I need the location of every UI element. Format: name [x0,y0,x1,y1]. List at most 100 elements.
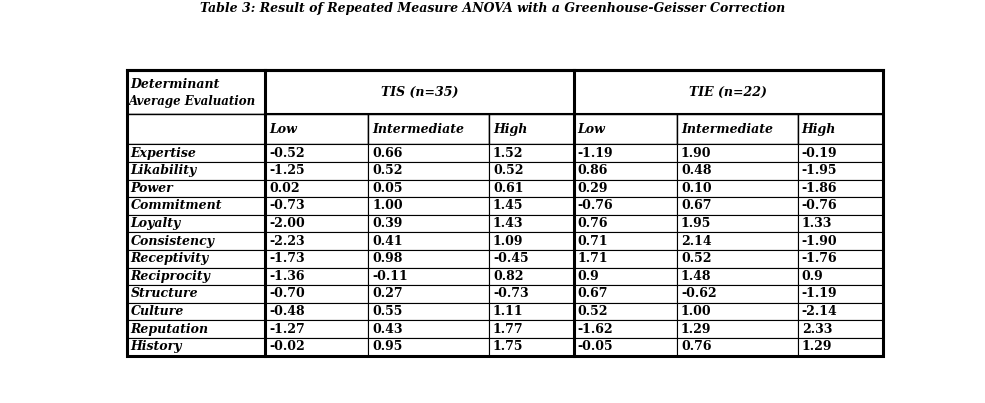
Bar [368,303,490,320]
Bar [677,338,798,355]
Text: 0.52: 0.52 [372,164,403,177]
Text: 1.75: 1.75 [492,340,523,353]
Text: 0.9: 0.9 [578,270,600,283]
Bar [798,250,883,268]
Text: Culture: Culture [131,305,184,318]
Bar [677,144,798,162]
Bar [677,162,798,179]
Text: 0.76: 0.76 [681,340,711,353]
Bar [368,179,490,197]
Bar [127,250,265,268]
Text: Table 3: Result of Repeated Measure ANOVA with a Greenhouse-Geisser Correction: Table 3: Result of Repeated Measure ANOV… [200,2,785,15]
Text: 0.67: 0.67 [681,199,711,212]
Bar [574,268,677,285]
Text: 1.43: 1.43 [492,217,523,230]
Bar [127,197,265,215]
Text: -1.62: -1.62 [578,323,614,336]
Bar [798,285,883,303]
Text: -0.73: -0.73 [492,287,529,301]
Text: Structure: Structure [131,287,198,301]
Text: 0.48: 0.48 [681,164,711,177]
Bar [677,215,798,233]
Text: 0.95: 0.95 [372,340,403,353]
Text: 0.98: 0.98 [372,252,403,265]
Bar [677,233,798,250]
Bar [574,197,677,215]
Text: Reputation: Reputation [131,323,209,336]
Text: -1.25: -1.25 [269,164,304,177]
Bar [368,144,490,162]
Bar [127,70,265,114]
Bar [798,303,883,320]
Text: 1.45: 1.45 [492,199,523,212]
Bar [574,162,677,179]
Text: 0.10: 0.10 [681,182,711,195]
Bar [677,268,798,285]
Bar [127,179,265,197]
Text: -1.86: -1.86 [802,182,837,195]
Bar [798,215,883,233]
Text: 0.43: 0.43 [372,323,403,336]
Bar [127,215,265,233]
Text: -1.27: -1.27 [269,323,304,336]
Text: -0.62: -0.62 [681,287,716,301]
Text: -1.73: -1.73 [269,252,304,265]
Text: 1.33: 1.33 [802,217,832,230]
Text: -1.95: -1.95 [802,164,837,177]
Bar [265,162,368,179]
Bar [798,268,883,285]
Bar [574,114,677,144]
Bar [490,215,574,233]
Bar [677,320,798,338]
Text: Reciprocity: Reciprocity [131,270,211,283]
Bar [574,338,677,355]
Bar [490,320,574,338]
Text: -0.73: -0.73 [269,199,304,212]
Bar [677,114,798,144]
Bar [265,114,368,144]
Text: -0.76: -0.76 [802,199,837,212]
Text: -1.76: -1.76 [802,252,837,265]
Bar [127,268,265,285]
Bar [798,162,883,179]
Bar [265,215,368,233]
Text: -0.05: -0.05 [578,340,614,353]
Text: 0.66: 0.66 [372,147,403,160]
Bar [265,268,368,285]
Text: Average Evaluation: Average Evaluation [128,95,255,108]
Bar [574,179,677,197]
Bar [368,268,490,285]
Text: -1.36: -1.36 [269,270,304,283]
Bar [574,233,677,250]
Text: 0.67: 0.67 [578,287,608,301]
Text: Consistency: Consistency [131,235,215,247]
Text: Intermediate: Intermediate [372,123,464,136]
Bar [490,250,574,268]
Text: -0.11: -0.11 [372,270,408,283]
Text: 1.29: 1.29 [802,340,832,353]
Bar [574,144,677,162]
Text: -2.00: -2.00 [269,217,304,230]
Bar [127,338,265,355]
Bar [127,320,265,338]
Text: -2.14: -2.14 [802,305,837,318]
Text: -0.19: -0.19 [802,147,837,160]
Bar [368,250,490,268]
Bar [265,70,574,114]
Text: Receptivity: Receptivity [131,252,209,265]
Bar [127,144,265,162]
Bar [677,303,798,320]
Text: History: History [131,340,182,353]
Bar [677,197,798,215]
Bar [490,285,574,303]
Bar [368,338,490,355]
Text: TIS (n=35): TIS (n=35) [381,86,458,99]
Text: 2.14: 2.14 [681,235,711,247]
Bar [265,338,368,355]
Bar [798,114,883,144]
Text: 1.71: 1.71 [578,252,609,265]
Bar [265,197,368,215]
Text: 1.00: 1.00 [372,199,403,212]
Text: -2.23: -2.23 [269,235,304,247]
Bar [127,303,265,320]
